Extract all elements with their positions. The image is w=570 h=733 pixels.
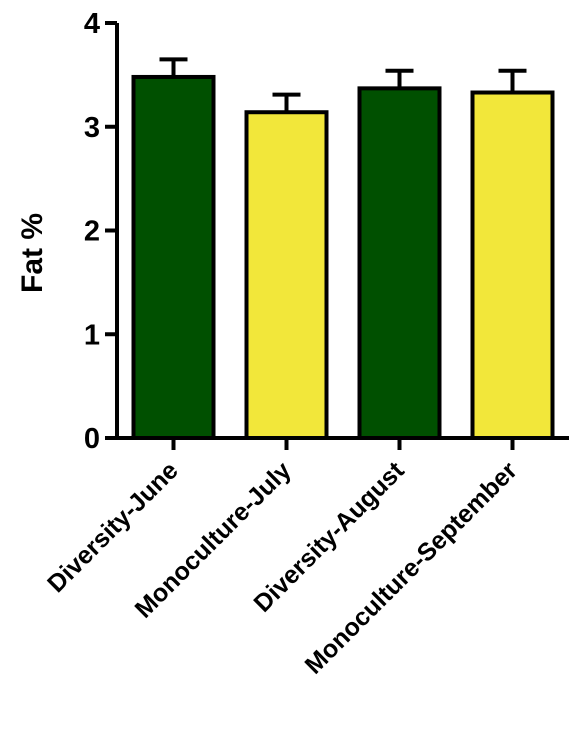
y-tick-label: 4	[84, 8, 100, 40]
x-ticks-layer: Diversity-JuneMonoculture-JulyDiversity-…	[42, 438, 523, 680]
bar	[357, 86, 442, 441]
y-axis-title: Fat %	[16, 213, 49, 293]
error-bars-layer	[159, 57, 527, 113]
y-tick-label: 0	[84, 423, 100, 455]
y-tick-label: 1	[84, 319, 100, 351]
bar	[131, 74, 216, 440]
bar	[244, 110, 329, 440]
y-ticks-layer: 0 1 2 3 4	[84, 8, 117, 455]
x-category-label: Monoculture-September	[300, 456, 523, 679]
y-tick-label: 3	[84, 112, 100, 144]
bars-layer	[131, 74, 555, 441]
bar	[470, 90, 555, 440]
y-tick-label: 2	[84, 216, 100, 248]
